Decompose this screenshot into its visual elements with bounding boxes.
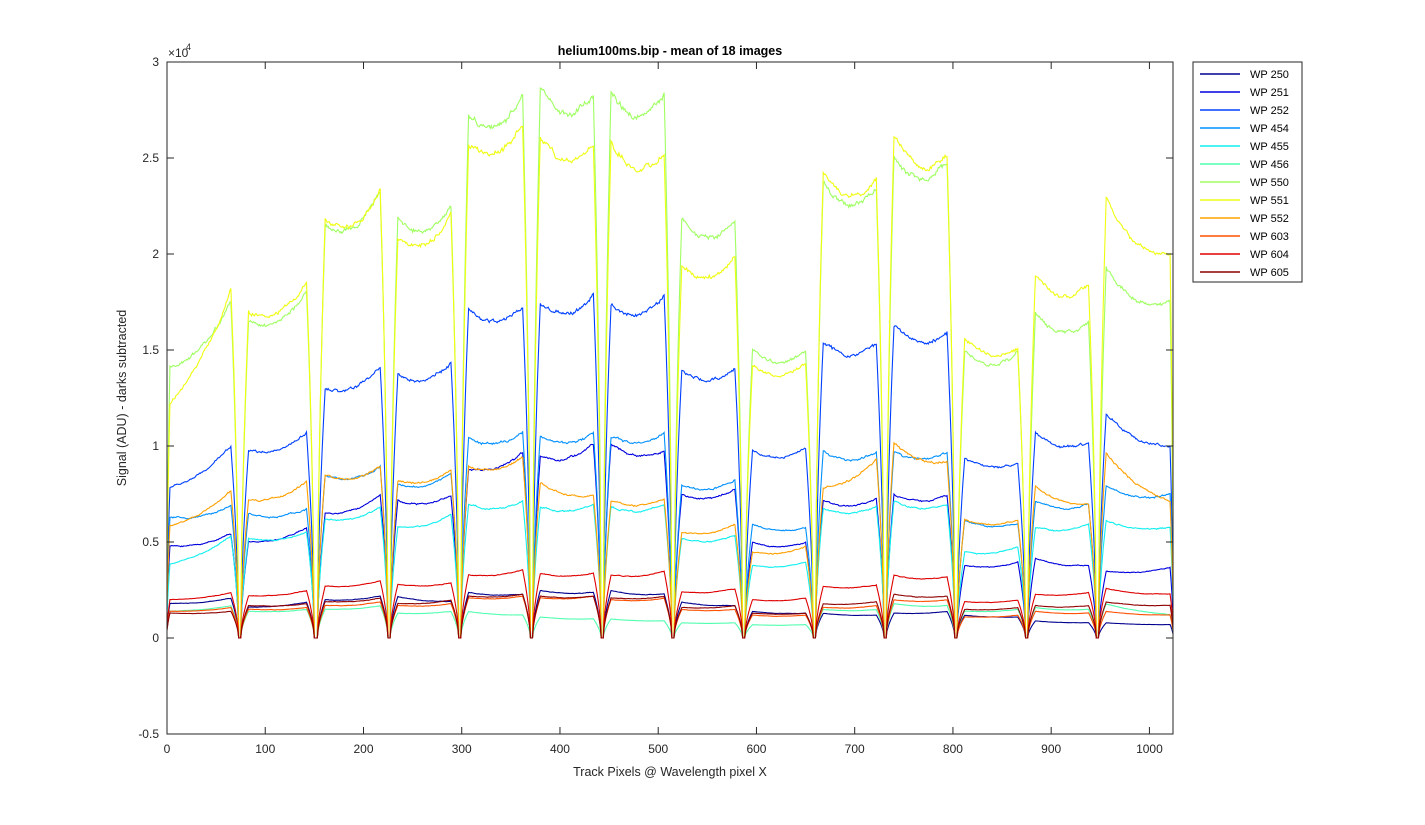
legend-box xyxy=(1192,61,1303,283)
y-tick-label: 0 xyxy=(152,631,159,645)
series-line-wp-551 xyxy=(166,125,1174,639)
x-tick-label: 600 xyxy=(746,742,766,756)
y-tick-label: 3 xyxy=(152,55,159,69)
series-line-wp-605 xyxy=(166,593,1174,639)
x-tick-label: 500 xyxy=(648,742,668,756)
series-line-wp-252 xyxy=(166,292,1174,639)
legend-entry: WP 250 xyxy=(1250,69,1289,81)
legend-entry: WP 455 xyxy=(1250,141,1289,153)
x-tick-label: 900 xyxy=(1041,742,1061,756)
axis-ticks: 0 100 200 300 400 500 600 700 800 900 1000 -0.5 0 0.5… xyxy=(138,55,1173,756)
series-line-wp-454 xyxy=(166,430,1174,639)
legend-entry: WP 552 xyxy=(1250,213,1289,225)
y-tick-label: -0.5 xyxy=(138,727,159,741)
legend-entry: WP 454 xyxy=(1250,123,1289,135)
x-tick-label: 700 xyxy=(845,742,865,756)
y-exponent-label: ×10 4 xyxy=(168,42,191,60)
y-tick-label: 2 xyxy=(152,247,159,261)
x-tick-label: 1000 xyxy=(1136,742,1163,756)
y-tick-label: 0.5 xyxy=(142,535,159,549)
x-axis-label: Track Pixels @ Wavelength pixel X xyxy=(573,765,767,779)
y-tick-label: 1 xyxy=(152,439,159,453)
y-axis-label: Signal (ADU) - darks subtracted xyxy=(115,310,129,487)
legend-entry: WP 604 xyxy=(1250,249,1289,261)
legend-entry: WP 251 xyxy=(1250,87,1289,99)
legend-entry: WP 456 xyxy=(1250,159,1289,171)
x-tick-label: 0 xyxy=(164,742,171,756)
legend-entry: WP 603 xyxy=(1250,231,1289,243)
legend-entry: WP 605 xyxy=(1250,267,1289,279)
x-tick-label: 200 xyxy=(353,742,373,756)
x-tick-label: 100 xyxy=(255,742,275,756)
x-tick-label: 800 xyxy=(943,742,963,756)
series-line-wp-552 xyxy=(166,441,1174,639)
legend-entry: WP 550 xyxy=(1250,177,1289,189)
series-line-wp-604 xyxy=(166,569,1174,639)
plot-frame xyxy=(166,61,1174,735)
series-layer xyxy=(166,87,1174,639)
series-line-wp-456 xyxy=(166,603,1174,639)
legend-entry: WP 252 xyxy=(1250,105,1289,117)
y-exponent-base: ×10 xyxy=(168,46,189,60)
x-tick-label: 300 xyxy=(452,742,472,756)
x-tick-label: 400 xyxy=(550,742,570,756)
y-tick-label: 1.5 xyxy=(142,343,159,357)
legend-entry: WP 551 xyxy=(1250,195,1289,207)
chart-title: helium100ms.bip - mean of 18 images xyxy=(558,44,782,58)
legend: WP 250 WP 251 WP 252 WP 454 WP 455 WP 456 WP 5… xyxy=(1192,61,1303,283)
y-exponent-power: 4 xyxy=(186,42,191,52)
y-tick-label: 2.5 xyxy=(142,151,159,165)
